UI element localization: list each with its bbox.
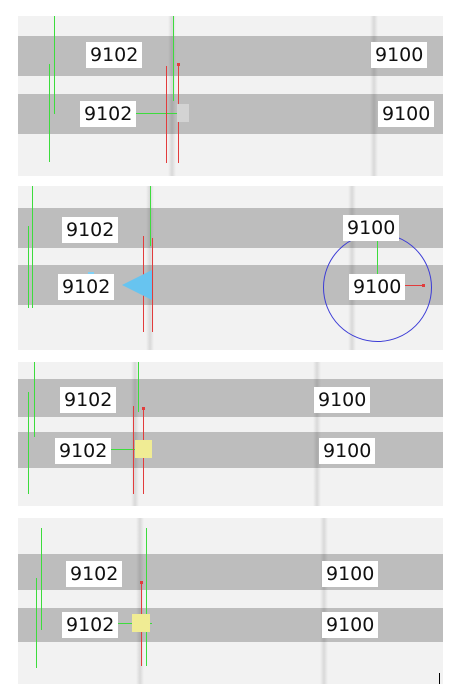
guide-line-red — [133, 406, 134, 494]
guide-line-green — [28, 392, 29, 494]
guide-line-green — [32, 186, 33, 308]
label-top-left: 9102 — [62, 217, 119, 243]
label-top-right: 9100 — [314, 387, 371, 413]
red-point — [177, 63, 180, 66]
label-bottom-left: 9102 — [58, 274, 115, 300]
text-cursor — [439, 673, 440, 684]
label-bottom-right: 9100 — [349, 274, 406, 300]
label-top-left: 9102 — [86, 42, 143, 68]
guide-line-green — [150, 186, 151, 246]
red-point — [140, 581, 143, 584]
gray-marker[interactable] — [177, 104, 189, 122]
grid-line — [131, 362, 139, 506]
guide-line-green — [54, 16, 55, 114]
guide-line-green — [28, 226, 29, 308]
label-top-left: 9102 — [66, 561, 123, 587]
grid-line — [146, 186, 154, 350]
guide-line-red — [166, 66, 167, 163]
guide-line-green — [138, 362, 139, 412]
grid-line — [136, 518, 144, 684]
label-top-right: 9100 — [322, 561, 379, 587]
grid-line — [313, 362, 321, 506]
guide-line-green — [36, 578, 37, 668]
grid-line — [168, 16, 176, 176]
guide-line-green — [41, 528, 42, 630]
guide-line-green — [34, 362, 35, 437]
map-panel-3[interactable]: 9102 9100 9102 9100 — [18, 362, 443, 506]
direction-arrow-icon[interactable] — [122, 270, 152, 300]
grid-line — [370, 16, 378, 176]
map-panel-2[interactable]: 9102 9100 9102 9100 — [18, 186, 443, 350]
red-point — [142, 407, 145, 410]
label-bottom-left: 9102 — [62, 612, 119, 638]
label-bottom-right: 9100 — [378, 101, 435, 127]
label-bottom-right: 9100 — [319, 438, 376, 464]
label-top-left: 9102 — [60, 387, 117, 413]
label-top-right: 9100 — [343, 215, 400, 241]
label-top-right: 9100 — [371, 42, 428, 68]
yellow-marker[interactable] — [135, 440, 152, 458]
map-panel-1[interactable]: 9102 9100 9102 9100 — [18, 16, 443, 176]
map-panel-4[interactable]: 9102 9100 9102 9100 — [18, 518, 443, 684]
guide-line-red — [152, 238, 153, 332]
guide-line-green — [146, 528, 147, 666]
guide-line-green — [173, 16, 174, 101]
yellow-marker[interactable] — [132, 614, 150, 632]
guide-line-green — [134, 113, 178, 114]
guide-line-green — [106, 449, 142, 450]
label-bottom-left: 9102 — [55, 438, 112, 464]
guide-line-green — [49, 64, 50, 162]
grid-line — [320, 518, 328, 684]
label-bottom-right: 9100 — [322, 612, 379, 638]
label-bottom-left: 9102 — [80, 101, 137, 127]
